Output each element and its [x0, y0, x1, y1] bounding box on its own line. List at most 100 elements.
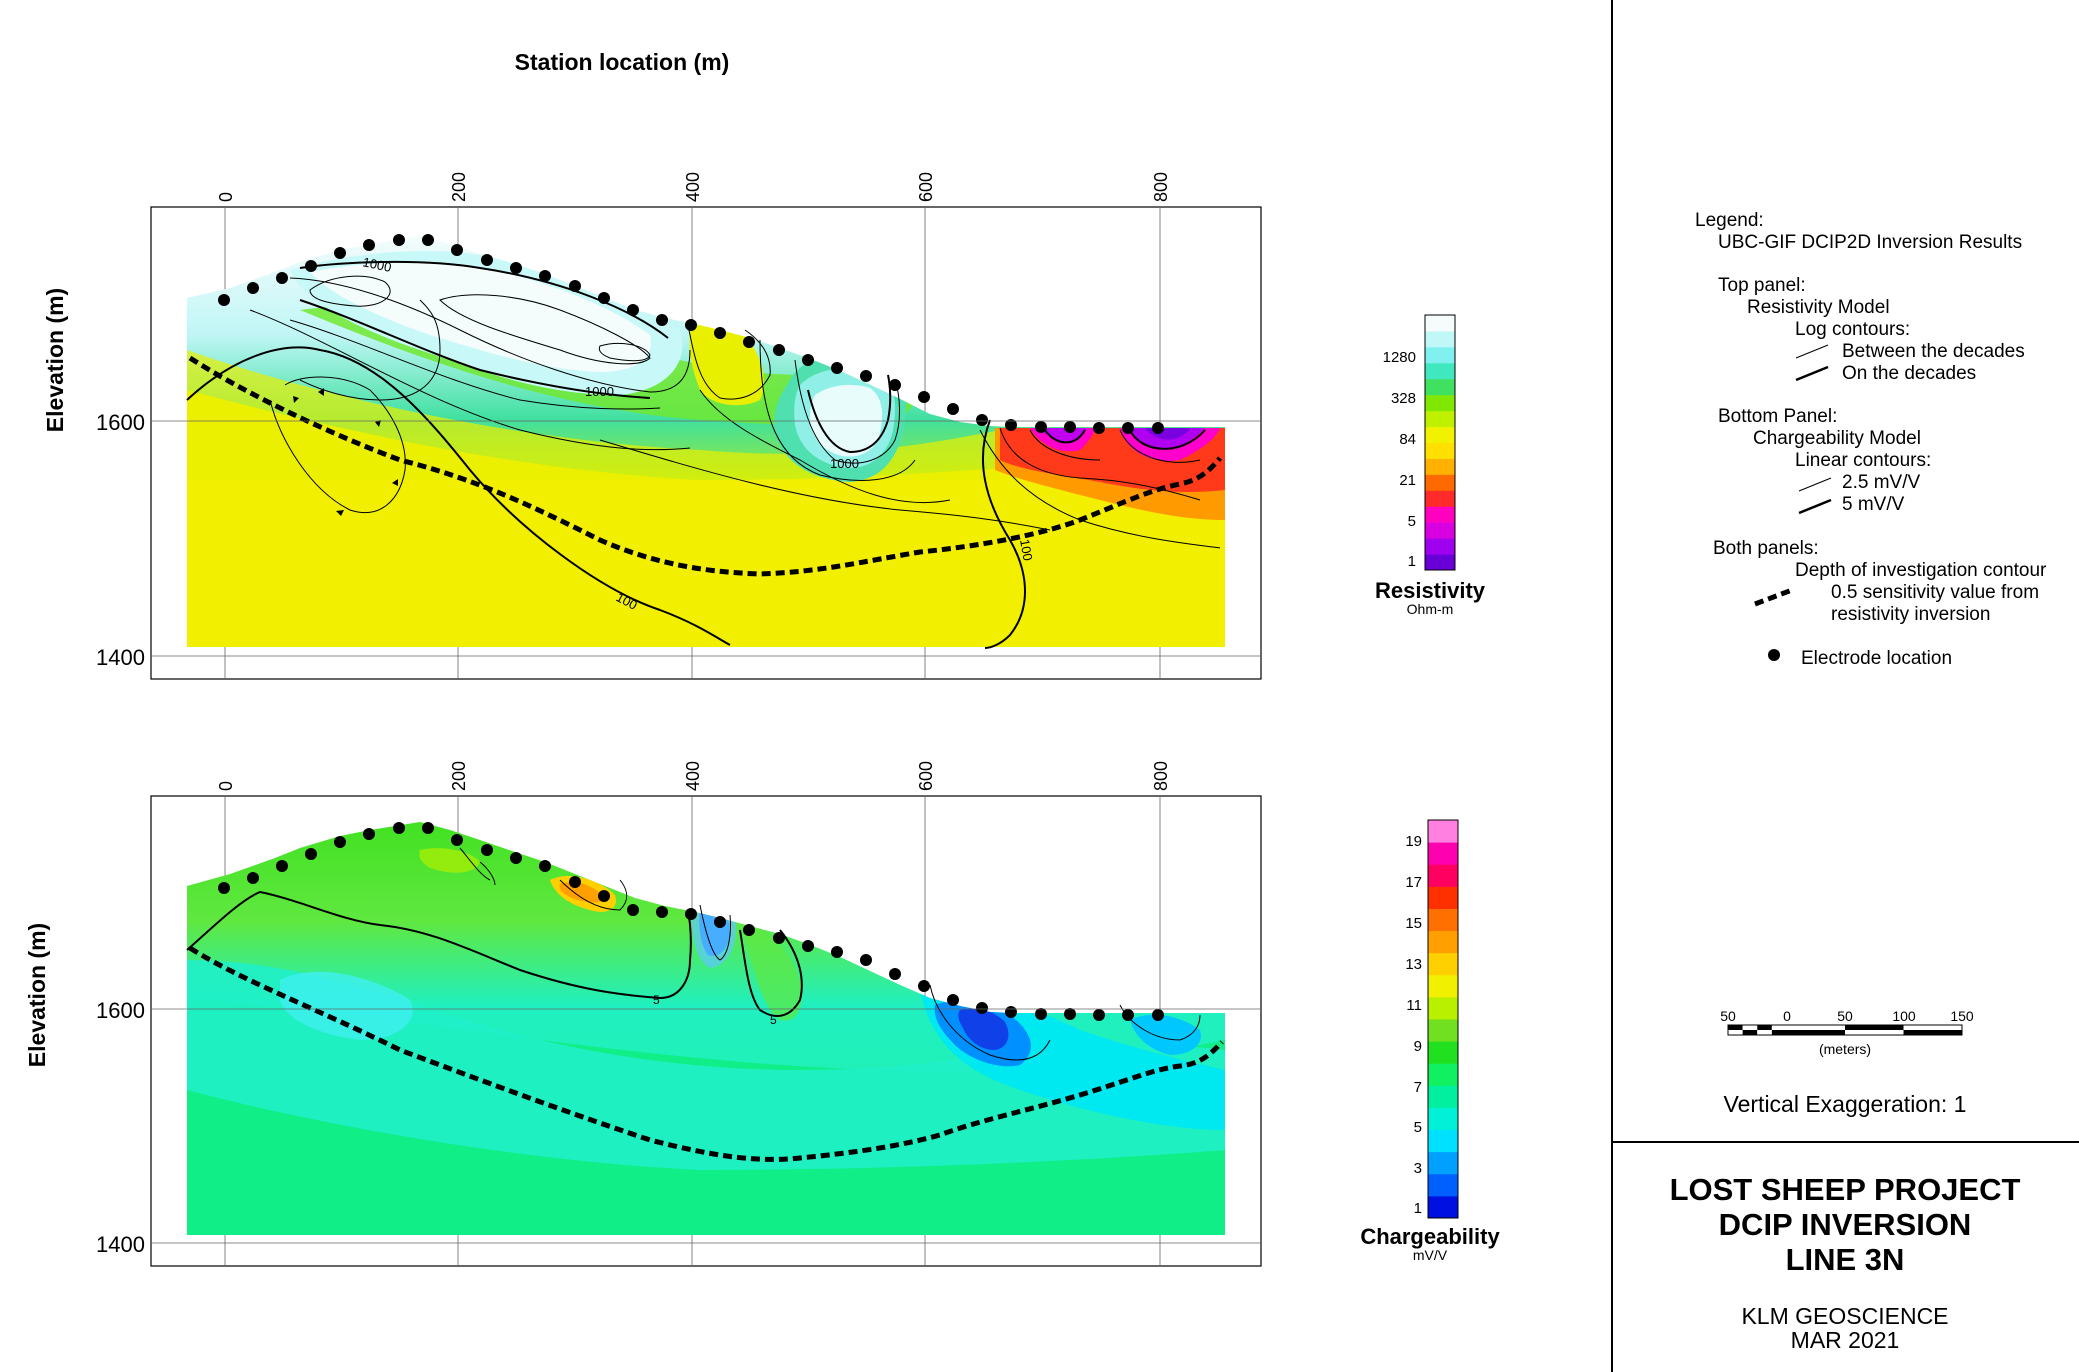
legend-between-decades: Between the decades [1842, 341, 2025, 362]
colorbar-cell [1428, 842, 1458, 865]
colorbar-cell [1428, 1063, 1458, 1086]
x-tick-label: 400 [683, 761, 703, 791]
colorbar-cell [1425, 394, 1455, 412]
colorbar-tick-label: 84 [1399, 431, 1416, 448]
scale-tick-label: 50 [1837, 1008, 1853, 1024]
colorbar-cell [1425, 426, 1455, 443]
colorbar-tick-label: 19 [1405, 833, 1422, 850]
scale-bar-cell [1728, 1030, 1743, 1035]
legend-top-panel: Top panel: [1718, 275, 1806, 296]
doi-contour [188, 355, 1222, 577]
y-tick-label: 1400 [96, 645, 145, 670]
title-line-3: LINE 3N [1786, 1242, 1905, 1277]
resistivity-panel: 1000 1000 1000 100 100 [42, 172, 1262, 680]
colorbar-tick-label: 7 [1414, 1079, 1422, 1096]
resistivity-frame [150, 206, 1262, 680]
colorbar-title: Chargeability [1360, 1224, 1500, 1249]
thin-contour-sample [1795, 344, 1829, 359]
colorbar-tick-label: 15 [1405, 915, 1422, 932]
scale-bar-cell [1786, 1030, 1845, 1035]
colorbar-cell [1428, 930, 1458, 954]
colorbar-cell [1425, 346, 1455, 364]
colorbar-tick-label: 328 [1391, 390, 1416, 407]
doi-sample-line [1754, 587, 1793, 607]
scale-bar-cell [1903, 1030, 1962, 1035]
x-tick-label: 600 [916, 172, 936, 202]
contour-label: 1000 [830, 456, 859, 471]
station-axis-title: Station location (m) [515, 49, 730, 75]
scale-bar-cell [1786, 1025, 1845, 1030]
colorbar-cell [1428, 820, 1458, 843]
colorbar-tick-label: 21 [1399, 472, 1416, 489]
scale-tick-label: 150 [1950, 1008, 1974, 1024]
scale-tick-label: 0 [1783, 1008, 1791, 1024]
colorbar-cell [1428, 864, 1458, 887]
scale-tick-label: 50 [1720, 1008, 1736, 1024]
elevation-axis-label: Elevation (m) [24, 923, 50, 1067]
scale-bar-cell [1903, 1025, 1962, 1030]
colorbar-cell [1425, 410, 1455, 428]
contour-label: 5 [653, 993, 660, 1007]
scale-bar-cell [1757, 1025, 1772, 1030]
legend-title: Legend: [1695, 210, 1764, 231]
legend: Legend: UBC-GIF DCIP2D Inversion Results… [1695, 210, 2047, 669]
colorbar-cell [1425, 330, 1455, 348]
chargeability-frame [150, 795, 1262, 1267]
contour-label: 5 [770, 1013, 777, 1027]
colorbar-cell [1425, 315, 1455, 332]
contour-label: 1000 [585, 384, 614, 399]
x-tick-label: 0 [216, 192, 236, 202]
scale-bar-cell [1771, 1025, 1787, 1030]
colorbar-tick-label: 13 [1405, 956, 1422, 973]
x-tick-label: 800 [1151, 172, 1171, 202]
legend-doi-line1: Depth of investigation contour [1795, 560, 2047, 581]
colorbar-cell [1428, 1173, 1458, 1197]
colorbar-cells [1425, 315, 1455, 571]
legend-electrode: Electrode location [1801, 648, 1952, 669]
colorbar-cell [1425, 378, 1455, 396]
company-name: KLM GEOSCIENCE [1741, 1303, 1948, 1329]
thin-contour-sample [1798, 477, 1832, 492]
colorbar-cell [1425, 474, 1455, 491]
colorbar-frame [1424, 314, 1456, 571]
y-tick-label: 1600 [96, 998, 145, 1023]
colorbar-tick-label: 17 [1405, 874, 1422, 891]
colorbar-cell [1428, 1041, 1458, 1064]
colorbar-cell [1428, 1085, 1458, 1108]
colorbar-cell [1425, 522, 1455, 539]
chargeability-colorbar: 19 17 15 13 11 9 7 5 3 1 Chargeability m… [1360, 819, 1500, 1263]
chargeability-panel: 5 5 1600 1400 Elevation (m) 0 200 400 60… [24, 761, 1262, 1267]
legend-on-decades: On the decades [1842, 363, 1976, 384]
colorbar-unit: mV/V [1413, 1247, 1448, 1263]
scale-bar-cell [1728, 1025, 1743, 1030]
colorbar-cell [1428, 1195, 1458, 1219]
colorbar-cells [1428, 820, 1458, 1219]
scale-bar-cell [1742, 1030, 1758, 1035]
thick-contour-sample [1798, 498, 1832, 515]
x-tick-label: 200 [449, 172, 469, 202]
colorbar-tick-label: 5 [1408, 513, 1416, 530]
colorbar-cell [1428, 1019, 1458, 1042]
chargeability-contours [186, 847, 1201, 1061]
scale-bar-cell [1757, 1030, 1772, 1035]
x-tick-label: 600 [916, 761, 936, 791]
resistivity-colorbar: 1280 328 84 21 5 1 Resistivity Ohm-m [1375, 314, 1486, 617]
colorbar-cell [1428, 1107, 1458, 1131]
x-tick-labels: 0 200 400 600 800 [216, 761, 1171, 791]
title-line-2: DCIP INVERSION [1719, 1207, 1972, 1242]
contour-label: 100 [1017, 538, 1036, 562]
legend-bottom-panel: Bottom Panel: [1718, 406, 1837, 427]
colorbar-cell [1428, 974, 1458, 998]
colorbar-tick-label: 9 [1414, 1038, 1422, 1055]
scale-bar-cell [1742, 1025, 1758, 1030]
x-tick-label: 400 [683, 172, 703, 202]
legend-both-panels: Both panels: [1713, 538, 1819, 559]
legend-contour-2: 5 mV/V [1842, 494, 1905, 515]
scale-bar-cell [1845, 1025, 1904, 1030]
colorbar-tick-label: 5 [1414, 1119, 1422, 1136]
colorbar-cell [1425, 442, 1455, 459]
x-tick-labels: 0 200 400 600 800 [216, 172, 1171, 202]
legend-subtitle: UBC-GIF DCIP2D Inversion Results [1718, 232, 2022, 253]
electrodes [218, 822, 1164, 1021]
